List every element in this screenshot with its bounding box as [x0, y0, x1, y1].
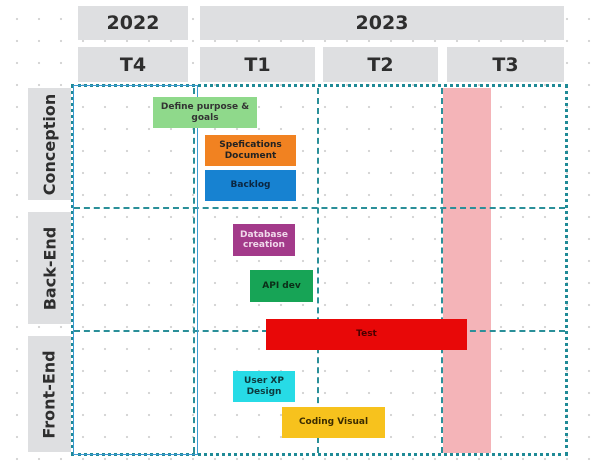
quarter-header-t1: T1	[200, 47, 315, 82]
grid-divider-conception-backend	[74, 207, 565, 209]
task-backlog: Backlog	[205, 170, 296, 201]
grid-divider-t1-t2	[317, 88, 319, 453]
task-define-purpose-goals: Define purpose & goals	[153, 97, 257, 128]
row-label-text: Front-End	[40, 349, 59, 439]
task-label: Test	[356, 329, 377, 340]
task-label: User XP Design	[244, 376, 284, 397]
t3-highlight-column	[443, 88, 491, 453]
task-label: Backlog	[230, 180, 271, 191]
task-label: API dev	[262, 280, 301, 291]
grid-divider-t2-t3	[441, 88, 443, 453]
quarter-label: T1	[244, 53, 271, 76]
year-header-2022: 2022	[78, 6, 188, 40]
task-specifications-document: Spefications Document	[205, 135, 296, 166]
task-database-creation: Database creation	[233, 224, 295, 256]
t4-column-frame	[73, 85, 198, 455]
row-label-text: Back-End	[40, 226, 59, 310]
row-label-text: Conception	[40, 93, 59, 195]
quarter-label: T4	[119, 53, 147, 76]
task-test: Test	[266, 319, 467, 350]
quarter-header-t4: T4	[78, 47, 188, 82]
row-label-conception: Conception	[28, 88, 71, 200]
task-label: Spefications Document	[219, 140, 282, 161]
task-label: Database creation	[240, 229, 288, 250]
row-label-back-end: Back-End	[28, 212, 71, 324]
task-coding-visual: Coding Visual	[282, 407, 385, 438]
row-label-front-end: Front-End	[28, 336, 71, 452]
quarter-header-t2: T2	[323, 47, 438, 82]
task-label: Define purpose & goals	[160, 102, 250, 123]
quarter-label: T2	[367, 53, 394, 76]
year-header-2023: 2023	[200, 6, 564, 40]
grid-divider-t4-t1	[193, 88, 195, 453]
quarter-label: T3	[492, 53, 519, 76]
task-api-dev: API dev	[250, 270, 313, 302]
task-label: Coding Visual	[298, 417, 369, 428]
timeline-grid-frame	[71, 84, 568, 456]
task-user-xp-design: User XP Design	[233, 371, 295, 402]
year-label: 2022	[106, 12, 160, 34]
quarter-header-t3: T3	[447, 47, 564, 82]
year-label: 2023	[355, 12, 409, 34]
